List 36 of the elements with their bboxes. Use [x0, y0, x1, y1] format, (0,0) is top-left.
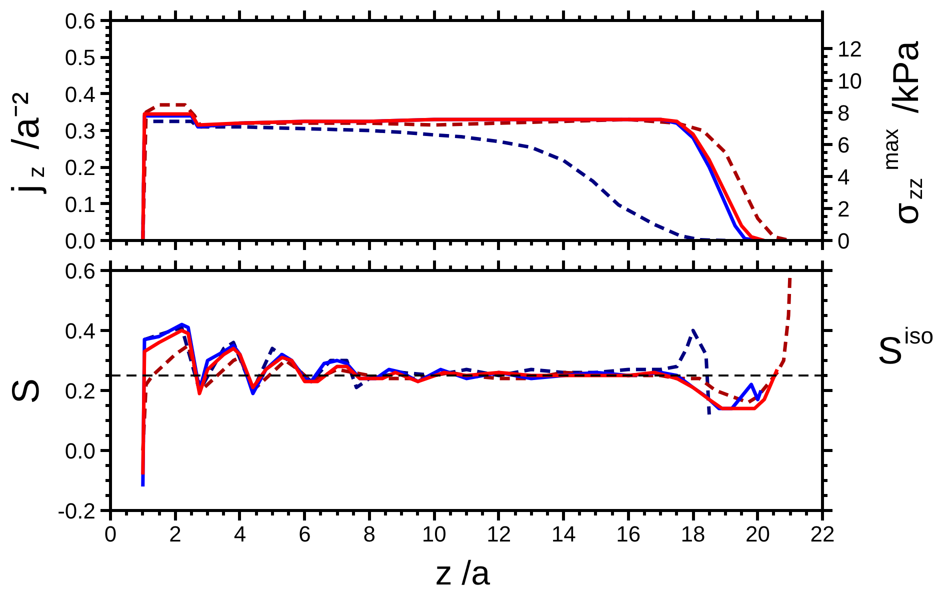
y-tick-label: 0.0 — [64, 228, 96, 254]
x-tick-label: 0 — [104, 522, 117, 546]
x-tick-label: 20 — [746, 522, 770, 546]
y2-tick-label: 4 — [838, 164, 850, 190]
y-tick-label: 0.1 — [64, 192, 96, 217]
x-axis-title: z /a — [435, 554, 490, 592]
y-tick-label: 0.4 — [64, 82, 96, 107]
y2-tick-label: 12 — [838, 36, 862, 62]
x-tick-label: 2 — [169, 522, 182, 546]
y-tick-label: 0.2 — [64, 155, 96, 180]
y-tick-label: 0.0 — [64, 438, 96, 464]
x-tick-label: 10 — [422, 522, 446, 546]
y-tick-label: 0.2 — [64, 378, 96, 404]
x-tick-label: 16 — [616, 522, 641, 546]
y-tick-label: 0.5 — [64, 45, 96, 70]
y2-tick-label: 10 — [838, 68, 862, 94]
y2-tick-label: 2 — [838, 196, 850, 222]
y-tick-label: 0.4 — [64, 318, 96, 344]
x-tick-label: 8 — [363, 522, 376, 546]
y2-tick-label: 0 — [838, 228, 850, 254]
y2-tick-label: 6 — [838, 132, 850, 158]
x-tick-label: 22 — [810, 522, 835, 546]
y-tick-label: -0.2 — [58, 498, 96, 524]
x-tick-label: 18 — [680, 522, 706, 546]
y-tick-label: 0.6 — [64, 258, 96, 284]
y2-axis-title: σzzmax /kPa — [878, 40, 927, 225]
y-tick-label: 0.6 — [64, 8, 96, 34]
x-tick-label: 6 — [298, 522, 311, 546]
line-series — [142, 326, 711, 416]
x-tick-label: 12 — [486, 522, 512, 546]
y-axis-title: jz /a⁻² — [6, 92, 49, 194]
y2-tick-label: 8 — [838, 100, 850, 126]
y-tick-label: 0.3 — [64, 118, 96, 144]
y-axis-title: S — [6, 378, 48, 404]
x-tick-label: 4 — [234, 522, 246, 546]
x-tick-label: 14 — [551, 522, 576, 546]
